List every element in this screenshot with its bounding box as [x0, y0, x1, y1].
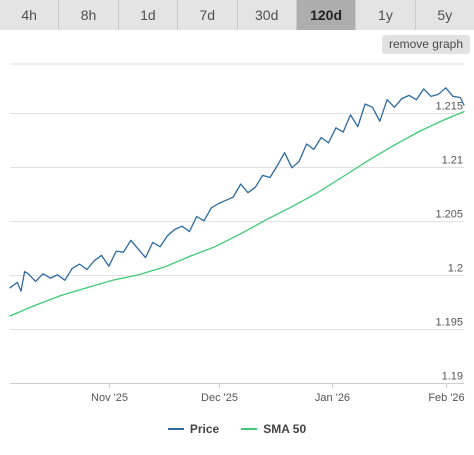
- tab-30d[interactable]: 30d: [237, 0, 297, 30]
- y-tick-label: 1.195: [435, 317, 463, 329]
- x-tick-label: Jan '26: [315, 392, 350, 404]
- x-tick-label: Dec '25: [201, 392, 238, 404]
- legend-item-price[interactable]: Price: [167, 422, 220, 436]
- timeframe-tabs: 4h 8h 1d 7d 30d 120d 1y 5y: [0, 0, 474, 30]
- tab-7d[interactable]: 7d: [178, 0, 238, 30]
- chart-legend: Price SMA 50: [0, 420, 474, 438]
- legend-sma-label: SMA 50: [263, 422, 307, 436]
- x-tick-label: Nov '25: [91, 392, 128, 404]
- y-tick-label: 1.205: [435, 209, 463, 221]
- tab-8h[interactable]: 8h: [59, 0, 119, 30]
- y-tick-label: 1.21: [442, 155, 463, 167]
- tab-1d[interactable]: 1d: [118, 0, 179, 30]
- price-series-line: [9, 87, 465, 292]
- y-tick-label: 1.215: [435, 101, 463, 113]
- tab-1y[interactable]: 1y: [356, 0, 416, 30]
- tab-120d[interactable]: 120d: [296, 0, 357, 30]
- legend-item-sma[interactable]: SMA 50: [241, 422, 306, 436]
- price-swatch: [167, 428, 184, 430]
- legend-price-label: Price: [189, 422, 220, 436]
- sma-swatch: [241, 428, 258, 430]
- tab-4h[interactable]: 4h: [0, 0, 60, 30]
- y-tick-label: 1.2: [448, 263, 463, 275]
- sma50-series-line: [9, 110, 465, 317]
- x-tick-label: Feb '26: [428, 392, 464, 404]
- remove-graph-button[interactable]: remove graph: [381, 35, 470, 54]
- price-chart: 1.19 1.195 1.2 1.205 1.21 1.215 Nov '25 Dec '25…: [9, 63, 465, 404]
- tab-5y[interactable]: 5y: [415, 0, 474, 30]
- y-tick-label: 1.19: [442, 371, 463, 383]
